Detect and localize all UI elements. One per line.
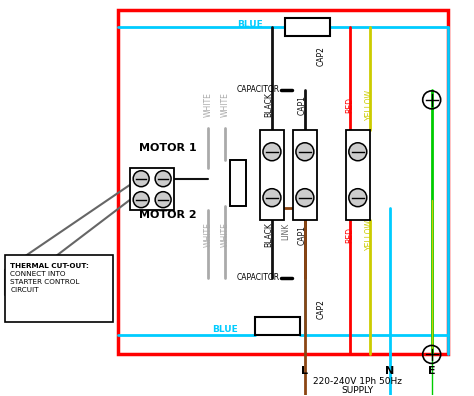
Text: N: N [385, 366, 394, 376]
Bar [230, 160, 246, 206]
Text: E: E [428, 366, 436, 376]
Text: WHITE: WHITE [220, 222, 229, 247]
Text: YELLOW: YELLOW [365, 89, 374, 120]
Text: CIRCUIT: CIRCUIT [10, 287, 39, 293]
Text: RED: RED [346, 97, 354, 113]
Text: BLACK: BLACK [264, 92, 273, 117]
Text: WHITE: WHITE [203, 222, 212, 247]
Text: BLUE: BLUE [212, 325, 238, 334]
Circle shape [133, 192, 149, 208]
Text: STARTER CONTROL: STARTER CONTROL [10, 278, 80, 285]
Text: BLUE: BLUE [237, 21, 263, 29]
Text: RED: RED [346, 227, 354, 243]
Circle shape [296, 188, 314, 207]
Bar [293, 130, 317, 220]
Text: WHITE: WHITE [220, 92, 229, 117]
Text: MOTOR 1: MOTOR 1 [139, 143, 197, 153]
Text: MOTOR 2: MOTOR 2 [139, 209, 197, 220]
Text: CAPACITOR: CAPACITOR [237, 273, 280, 282]
Circle shape [263, 143, 281, 161]
Text: 220-240V 1Ph 50Hz: 220-240V 1Ph 50Hz [313, 377, 402, 386]
Text: CONNECT INTO: CONNECT INTO [10, 270, 66, 276]
Circle shape [155, 192, 171, 208]
Text: L: L [301, 366, 309, 376]
Bar [346, 130, 370, 220]
Text: LINK: LINK [282, 223, 291, 240]
Text: BLACK: BLACK [264, 222, 273, 247]
Text: SUPPLY: SUPPLY [342, 386, 374, 395]
Bar [255, 318, 300, 335]
Text: THERMAL CUT-OUT:: THERMAL CUT-OUT: [10, 263, 89, 268]
Bar [5, 255, 113, 322]
Bar [130, 168, 174, 209]
Text: CAP2: CAP2 [316, 46, 325, 66]
Circle shape [155, 171, 171, 187]
Circle shape [263, 188, 281, 207]
Text: WHITE: WHITE [203, 92, 212, 117]
Bar [285, 18, 330, 36]
Bar [260, 130, 284, 220]
Text: CAP1: CAP1 [297, 225, 306, 245]
Text: CAPACITOR: CAPACITOR [237, 86, 280, 94]
Bar [118, 10, 447, 354]
Text: CAP1: CAP1 [297, 95, 306, 115]
Circle shape [133, 171, 149, 187]
Circle shape [349, 188, 367, 207]
Circle shape [296, 143, 314, 161]
Text: CAP2: CAP2 [316, 299, 325, 320]
Circle shape [349, 143, 367, 161]
Text: YELLOW: YELLOW [365, 219, 374, 250]
